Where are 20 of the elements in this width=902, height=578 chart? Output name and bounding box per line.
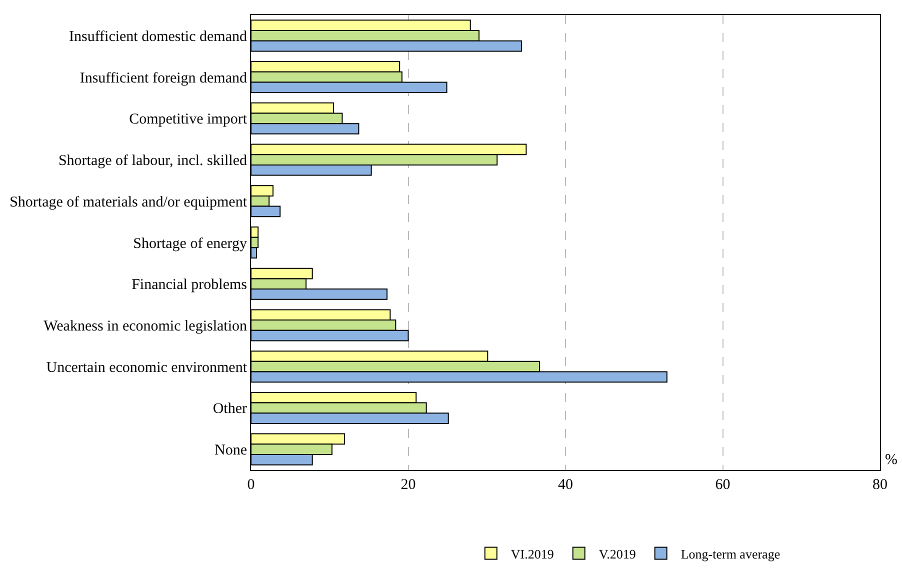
legend-label: VI.2019	[510, 546, 554, 562]
y-tick-label: Competitive import	[129, 112, 248, 128]
y-tick-label: Weakness in economic legislation	[44, 318, 248, 334]
y-tick-label: Shortage of materials and/or equipment	[10, 194, 248, 210]
y-tick-label: Insufficient domestic demand	[68, 28, 248, 45]
x-tick-label: 20	[400, 477, 416, 493]
y-tick-label: Shortage of energy	[133, 236, 248, 252]
x-tick-label: 0	[247, 477, 255, 493]
legend-label: V.2019	[598, 546, 636, 562]
y-tick-label: None	[214, 442, 248, 459]
x-tick-label: 60	[715, 477, 730, 493]
legend-label: Long-term average	[680, 546, 780, 562]
x-tick-label: 80	[872, 477, 888, 493]
y-tick-label: Financial problems	[132, 277, 248, 294]
x-tick-label: 40	[558, 477, 573, 493]
y-tick-label: Insufficient foreign demand	[80, 70, 248, 86]
y-tick-label: Uncertain economic environment	[46, 360, 248, 376]
y-tick-label: Shortage of labour, incl. skilled	[58, 153, 248, 170]
y-tick-label: Other	[212, 401, 247, 418]
x-axis-title: %	[885, 452, 898, 468]
